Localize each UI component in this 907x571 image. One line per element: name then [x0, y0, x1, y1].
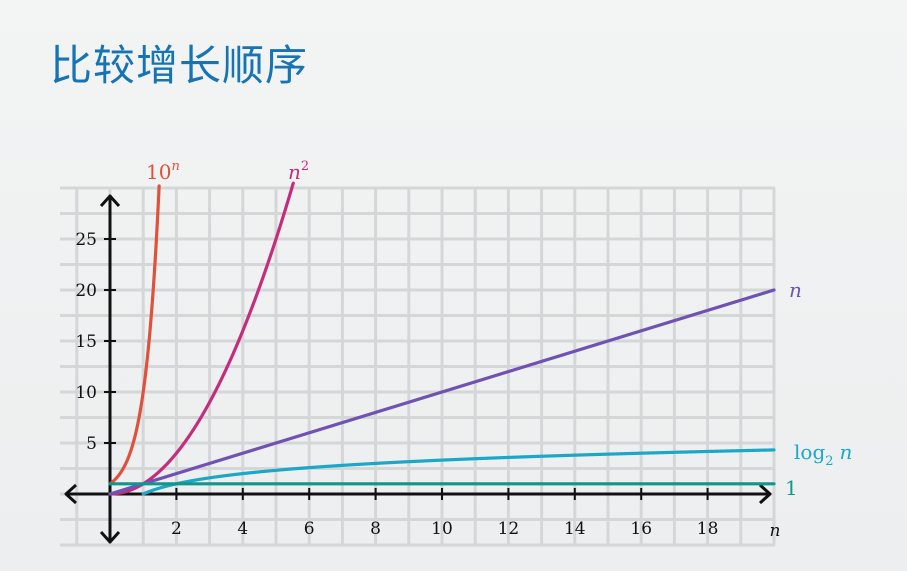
series-label-10n: 10n	[146, 159, 180, 184]
x-tick-label: 4	[237, 519, 248, 539]
chart-series	[108, 181, 776, 496]
x-tick-label: 10	[431, 519, 453, 539]
x-tick-label: 16	[630, 519, 652, 539]
series-label-sup: 2	[301, 159, 309, 174]
y-tick-label: 10	[75, 383, 97, 403]
series-label-n2: n2	[288, 159, 309, 184]
chart-grid	[60, 186, 776, 547]
x-tick-label: 2	[171, 519, 182, 539]
x-axis-label: n	[770, 521, 781, 541]
x-tick-label: 12	[498, 519, 520, 539]
series-label-log2n: log2 n	[794, 440, 852, 469]
chart-axes	[64, 194, 772, 544]
series-label-base: 10	[146, 160, 171, 184]
x-axis-arrow-left	[64, 483, 78, 505]
y-tick-label: 5	[86, 434, 97, 454]
chart-ticks: 2 4 6 8 10 12 14 16 18 5 10 15 20 25 n	[75, 230, 780, 541]
series-line	[141, 448, 776, 496]
series-label-suffix: n	[840, 440, 853, 464]
y-axis-arrow-up	[99, 194, 121, 208]
y-tick-label: 25	[75, 230, 97, 250]
series-label-1: 1	[785, 476, 798, 500]
page-title: 比较增长顺序	[50, 41, 309, 90]
series-label-base: n	[288, 160, 301, 184]
x-tick-label: 6	[304, 519, 315, 539]
series-label-base: log	[794, 440, 825, 464]
x-tick-label: 18	[697, 519, 719, 539]
series-line	[108, 288, 776, 496]
y-tick-label: 20	[75, 281, 97, 301]
series-line	[108, 184, 161, 486]
y-tick-label: 15	[75, 332, 97, 352]
x-tick-label: 8	[370, 519, 381, 539]
y-axis-arrow-down	[99, 530, 121, 544]
series-label-sup: n	[171, 159, 179, 174]
x-tick-label: 14	[564, 519, 586, 539]
series-label-sub: 2	[825, 454, 833, 469]
series-label-n: n	[789, 278, 802, 302]
x-axis-arrow-right	[758, 483, 772, 505]
